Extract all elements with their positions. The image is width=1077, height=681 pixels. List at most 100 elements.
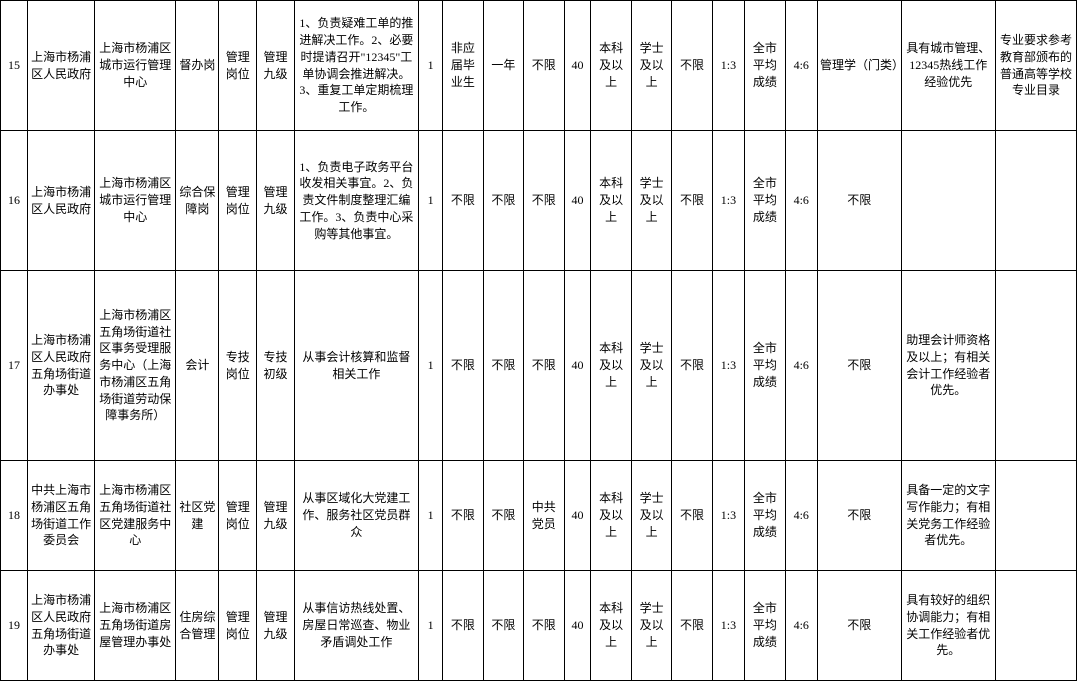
- unit: 上海市杨浦区五角场街道社区事务受理服务中心（上海市杨浦区五角场街道劳动保障事务所…: [95, 271, 176, 461]
- table-row: 18中共上海市杨浦区五角场街道工作委员会上海市杨浦区五角场街道社区党建服务中心社…: [1, 461, 1077, 571]
- other-req: 具有城市管理、12345热线工作经验优先: [901, 1, 995, 131]
- post-type: 管理岗位: [219, 131, 257, 271]
- education-req: 本科及以上: [591, 461, 631, 571]
- education-req: 本科及以上: [591, 1, 631, 131]
- row-index: 17: [1, 271, 28, 461]
- score-line: 全市平均成绩: [745, 131, 785, 271]
- row-index: 15: [1, 1, 28, 131]
- headcount: 1: [418, 571, 442, 681]
- unit: 上海市杨浦区城市运行管理中心: [95, 131, 176, 271]
- age-limit: 40: [564, 571, 591, 681]
- political-req: 不限: [524, 571, 564, 681]
- degree-req: 学士及以上: [631, 461, 671, 571]
- age-limit: 40: [564, 271, 591, 461]
- unit: 上海市杨浦区五角场街道房屋管理办事处: [95, 571, 176, 681]
- graduate-req: 不限: [443, 271, 483, 461]
- political-req: 中共党员: [524, 461, 564, 571]
- degree-req: 学士及以上: [631, 571, 671, 681]
- headcount: 1: [418, 1, 442, 131]
- job-description: 1、负责电子政务平台收发相关事宜。2、负责文件制度整理汇编工作。3、负责中心采购…: [294, 131, 418, 271]
- major-req: 不限: [817, 271, 901, 461]
- post-name: 住房综合管理: [176, 571, 219, 681]
- political-req: 不限: [524, 131, 564, 271]
- organization: 上海市杨浦区人民政府: [27, 131, 94, 271]
- organization: 上海市杨浦区人民政府五角场街道办事处: [27, 271, 94, 461]
- hukou-req: 不限: [672, 461, 712, 571]
- score-line: 全市平均成绩: [745, 271, 785, 461]
- unit: 上海市杨浦区城市运行管理中心: [95, 1, 176, 131]
- headcount: 1: [418, 461, 442, 571]
- major-req: 管理学（门类）: [817, 1, 901, 131]
- post-type: 管理岗位: [219, 1, 257, 131]
- row-index: 16: [1, 131, 28, 271]
- education-req: 本科及以上: [591, 571, 631, 681]
- experience-req: 一年: [483, 1, 523, 131]
- weight: 4:6: [785, 461, 817, 571]
- age-limit: 40: [564, 461, 591, 571]
- table-row: 16上海市杨浦区人民政府上海市杨浦区城市运行管理中心综合保障岗管理岗位管理九级1…: [1, 131, 1077, 271]
- experience-req: 不限: [483, 571, 523, 681]
- weight: 4:6: [785, 1, 817, 131]
- graduate-req: 不限: [443, 571, 483, 681]
- job-description: 从事区域化大党建工作、服务社区党员群众: [294, 461, 418, 571]
- other-req: [901, 131, 995, 271]
- organization: 上海市杨浦区人民政府五角场街道办事处: [27, 571, 94, 681]
- post-type: 管理岗位: [219, 571, 257, 681]
- unit: 上海市杨浦区五角场街道社区党建服务中心: [95, 461, 176, 571]
- hukou-req: 不限: [672, 571, 712, 681]
- note: 专业要求参考教育部颁布的普通高等学校专业目录: [995, 1, 1076, 131]
- post-level: 专技初级: [257, 271, 295, 461]
- education-req: 本科及以上: [591, 131, 631, 271]
- job-description: 从事会计核算和监督相关工作: [294, 271, 418, 461]
- post-level: 管理九级: [257, 1, 295, 131]
- note: [995, 271, 1076, 461]
- score-line: 全市平均成绩: [745, 571, 785, 681]
- weight: 4:6: [785, 131, 817, 271]
- age-limit: 40: [564, 1, 591, 131]
- post-type: 管理岗位: [219, 461, 257, 571]
- score-line: 全市平均成绩: [745, 1, 785, 131]
- education-req: 本科及以上: [591, 271, 631, 461]
- experience-req: 不限: [483, 271, 523, 461]
- degree-req: 学士及以上: [631, 1, 671, 131]
- degree-req: 学士及以上: [631, 131, 671, 271]
- score-line: 全市平均成绩: [745, 461, 785, 571]
- note: [995, 131, 1076, 271]
- weight: 4:6: [785, 571, 817, 681]
- recruitment-table: 15上海市杨浦区人民政府上海市杨浦区城市运行管理中心督办岗管理岗位管理九级1、负…: [0, 0, 1077, 681]
- other-req: 具有较好的组织协调能力；有相关工作经验者优先。: [901, 571, 995, 681]
- political-req: 不限: [524, 1, 564, 131]
- ratio: 1:3: [712, 571, 744, 681]
- major-req: 不限: [817, 131, 901, 271]
- post-level: 管理九级: [257, 571, 295, 681]
- headcount: 1: [418, 131, 442, 271]
- ratio: 1:3: [712, 131, 744, 271]
- weight: 4:6: [785, 271, 817, 461]
- age-limit: 40: [564, 131, 591, 271]
- job-description: 1、负责疑难工单的推进解决工作。2、必要时提请召开"12345"工单协调会推进解…: [294, 1, 418, 131]
- post-name: 综合保障岗: [176, 131, 219, 271]
- note: [995, 461, 1076, 571]
- organization: 上海市杨浦区人民政府: [27, 1, 94, 131]
- degree-req: 学士及以上: [631, 271, 671, 461]
- other-req: 具备一定的文字写作能力；有相关党务工作经验者优先。: [901, 461, 995, 571]
- hukou-req: 不限: [672, 131, 712, 271]
- row-index: 18: [1, 461, 28, 571]
- ratio: 1:3: [712, 1, 744, 131]
- hukou-req: 不限: [672, 271, 712, 461]
- post-level: 管理九级: [257, 131, 295, 271]
- experience-req: 不限: [483, 461, 523, 571]
- political-req: 不限: [524, 271, 564, 461]
- ratio: 1:3: [712, 271, 744, 461]
- graduate-req: 不限: [443, 131, 483, 271]
- job-description: 从事信访热线处置、房屋日常巡查、物业矛盾调处工作: [294, 571, 418, 681]
- graduate-req: 非应届毕业生: [443, 1, 483, 131]
- major-req: 不限: [817, 571, 901, 681]
- experience-req: 不限: [483, 131, 523, 271]
- post-name: 会计: [176, 271, 219, 461]
- ratio: 1:3: [712, 461, 744, 571]
- table-row: 15上海市杨浦区人民政府上海市杨浦区城市运行管理中心督办岗管理岗位管理九级1、负…: [1, 1, 1077, 131]
- table-row: 19上海市杨浦区人民政府五角场街道办事处上海市杨浦区五角场街道房屋管理办事处住房…: [1, 571, 1077, 681]
- table-row: 17上海市杨浦区人民政府五角场街道办事处上海市杨浦区五角场街道社区事务受理服务中…: [1, 271, 1077, 461]
- other-req: 助理会计师资格及以上；有相关会计工作经验者优先。: [901, 271, 995, 461]
